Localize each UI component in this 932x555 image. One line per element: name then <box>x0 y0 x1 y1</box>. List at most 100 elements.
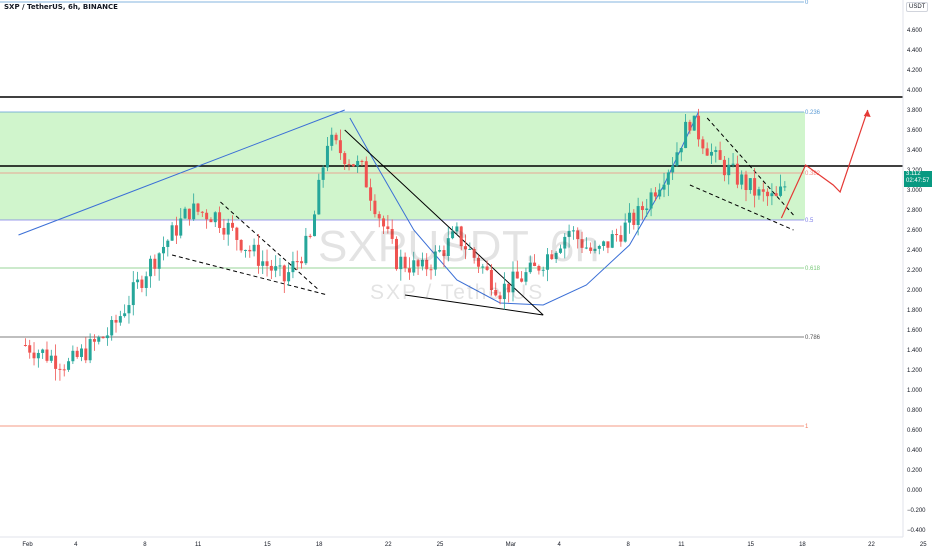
time-tick-1: 4 <box>74 542 78 548</box>
candle-body-76 <box>351 164 355 167</box>
candle-body-127 <box>571 230 575 232</box>
candle-body-113 <box>511 271 515 293</box>
candle-body-164 <box>731 163 735 165</box>
candle-body-159 <box>709 151 713 156</box>
candle-body-17 <box>97 337 101 342</box>
candle-body-133 <box>597 245 601 249</box>
candle-body-28 <box>144 276 148 288</box>
candle-body-95 <box>433 251 437 270</box>
candle-body-27 <box>140 279 144 288</box>
candle-body-7 <box>54 355 58 369</box>
candle-body-25 <box>131 282 135 306</box>
candle-body-32 <box>161 246 165 254</box>
candle-body-142 <box>636 206 640 225</box>
candle-body-102 <box>464 246 468 250</box>
candle-body-45 <box>218 212 222 228</box>
candle-body-73 <box>338 140 342 154</box>
candle-body-82 <box>377 214 381 219</box>
candle-body-131 <box>589 247 593 251</box>
candle-body-26 <box>136 279 140 283</box>
candle-body-15 <box>88 339 92 361</box>
candle-body-0 <box>23 345 27 346</box>
candle-body-49 <box>235 227 239 240</box>
candle-body-84 <box>386 226 390 229</box>
dashed-trendline-2 <box>706 117 794 216</box>
candle-body-148 <box>662 184 666 190</box>
candle-body-34 <box>170 225 174 241</box>
candle-body-16 <box>92 339 96 342</box>
candle-body-110 <box>498 295 502 300</box>
candle-body-4 <box>41 349 45 353</box>
chart-title: SXP / TetherUS, 6h, BINANCE <box>4 3 118 11</box>
candle-body-103 <box>468 248 472 250</box>
candle-body-11 <box>71 350 75 362</box>
candle-body-69 <box>321 167 325 180</box>
candle-body-86 <box>394 238 398 270</box>
price-tick-2: 4.400 <box>907 48 923 54</box>
price-tick-14: 2.000 <box>907 288 923 294</box>
watermark-pair: SXP / TetherUS <box>370 281 545 304</box>
candle-body-104 <box>472 248 476 258</box>
candle-body-140 <box>628 212 631 223</box>
candle-body-22 <box>118 316 122 323</box>
candle-body-39 <box>192 203 196 220</box>
candle-body-163 <box>727 164 731 176</box>
candle-body-120 <box>541 269 545 271</box>
price-tick-24: 0.000 <box>907 488 923 494</box>
candle-body-37 <box>183 208 187 219</box>
watermark-symbol: SXPUSDT, 6h <box>318 222 600 271</box>
time-tick-7: 25 <box>437 542 444 548</box>
candle-body-38 <box>187 208 191 220</box>
price-tick-1: 4.600 <box>907 28 923 34</box>
candle-body-9 <box>62 369 66 371</box>
candle-body-62 <box>291 261 295 273</box>
projection-path <box>780 109 869 219</box>
candle-body-36 <box>179 218 183 236</box>
candle-body-119 <box>537 266 541 271</box>
fib-level-label-3: 0.5 <box>805 218 814 224</box>
candle-body-100 <box>455 226 459 232</box>
candle-body-172 <box>766 191 770 197</box>
candle-body-90 <box>412 260 416 273</box>
candle-body-61 <box>287 272 291 282</box>
candle-body-1 <box>28 345 32 353</box>
candle-body-160 <box>714 150 718 152</box>
candle-body-96 <box>438 250 442 252</box>
candle-body-56 <box>265 261 269 266</box>
candle-body-122 <box>550 254 554 260</box>
dashed-trendline-3 <box>689 184 794 231</box>
candle-body-147 <box>658 189 662 197</box>
time-tick-8: Mar <box>506 542 516 548</box>
candle-body-50 <box>239 239 243 251</box>
candle-body-74 <box>343 153 347 165</box>
candle-body-130 <box>584 247 588 249</box>
price-tick-18: 1.200 <box>907 368 923 374</box>
currency-label[interactable]: USDT <box>906 2 929 12</box>
time-tick-5: 18 <box>316 542 323 548</box>
candle-body-52 <box>248 249 252 252</box>
time-tick-15: 25 <box>920 542 927 548</box>
price-tick-19: 1.000 <box>907 388 923 394</box>
candle-body-42 <box>205 212 209 220</box>
candle-body-152 <box>679 148 683 153</box>
candle-body-65 <box>304 235 308 264</box>
candle-body-139 <box>623 222 627 242</box>
candle-body-71 <box>330 134 334 146</box>
candle-body-77 <box>356 160 360 167</box>
candle-body-13 <box>79 348 83 357</box>
candle-body-54 <box>256 244 260 266</box>
candle-body-118 <box>533 262 537 267</box>
candle-body-10 <box>67 361 71 370</box>
candle-body-151 <box>675 152 679 166</box>
candle-body-35 <box>174 225 178 236</box>
candle-body-85 <box>390 228 394 239</box>
time-tick-11: 11 <box>678 542 685 548</box>
candle-body-114 <box>515 271 519 279</box>
candle-body-94 <box>429 269 433 271</box>
candle-body-57 <box>269 265 273 271</box>
candle-body-162 <box>722 159 726 176</box>
candle-body-40 <box>196 203 200 212</box>
candle-body-107 <box>485 266 489 270</box>
